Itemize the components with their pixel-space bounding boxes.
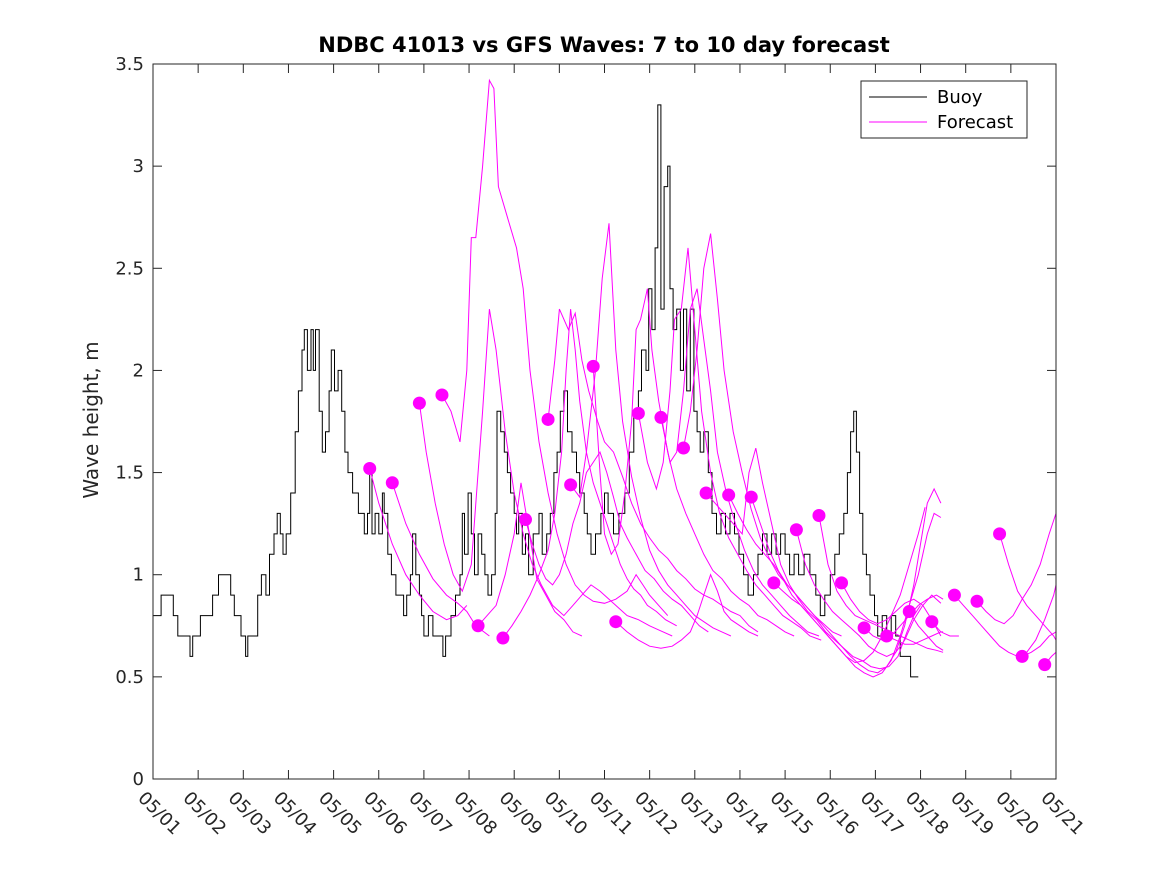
plot-frame — [152, 63, 1057, 780]
forecast-marker — [564, 478, 578, 492]
forecast-line — [886, 631, 944, 645]
forecast-marker — [947, 588, 961, 602]
forecast-marker — [925, 615, 939, 629]
legend-label-buoy: Buoy — [937, 87, 983, 108]
y-tick-label: 1.5 — [115, 463, 144, 484]
forecast-line — [818, 515, 944, 653]
forecast-series-group — [369, 78, 1057, 678]
y-tick-label: 2.5 — [115, 258, 144, 279]
forecast-line — [525, 450, 709, 633]
forecast-marker — [677, 441, 691, 455]
forecast-marker — [496, 631, 510, 645]
forecast-marker — [385, 476, 399, 490]
chart-title: NDBC 41013 vs GFS Waves: 7 to 10 day for… — [318, 33, 889, 57]
y-tick-label: 2 — [133, 360, 144, 381]
forecast-line — [441, 78, 669, 616]
forecast-marker — [699, 486, 713, 500]
y-tick-label: 0.5 — [115, 667, 144, 688]
forecast-line — [795, 529, 942, 657]
forecast-line — [976, 513, 1057, 625]
forecast-marker — [835, 576, 849, 590]
buoy-series — [153, 104, 919, 678]
forecast-marker — [631, 406, 645, 420]
forecast-marker — [518, 513, 532, 527]
forecast-line — [660, 288, 820, 637]
legend-label-forecast: Forecast — [937, 112, 1013, 133]
forecast-line — [570, 223, 732, 637]
forecast-line — [592, 288, 795, 637]
y-tick-label: 3.5 — [115, 54, 144, 75]
y-axis: 0 0.5 1 1.5 2 2.5 3 3.5 — [115, 54, 1056, 790]
forecast-line — [750, 487, 942, 674]
forecast-marker — [812, 508, 826, 522]
forecast-marker — [767, 576, 781, 590]
forecast-marker — [993, 527, 1007, 541]
forecast-line — [954, 584, 1057, 657]
y-tick-label: 3 — [133, 156, 144, 177]
forecast-marker — [412, 396, 426, 410]
forecast-marker — [789, 523, 803, 537]
legend: Buoy Forecast — [860, 80, 1028, 139]
forecast-line — [391, 482, 490, 637]
forecast-line — [418, 309, 673, 637]
forecast-marker — [1015, 649, 1029, 663]
forecast-line — [931, 621, 959, 637]
forecast-marker — [880, 629, 894, 643]
forecast-marker — [744, 490, 758, 504]
forecast-line — [863, 594, 944, 641]
y-tick-label: 1 — [133, 565, 144, 586]
forecast-line — [637, 247, 822, 641]
forecast-line — [1021, 631, 1057, 657]
forecast-marker — [363, 461, 377, 475]
forecast-marker — [857, 621, 871, 635]
forecast-marker — [471, 619, 485, 633]
forecast-marker — [609, 615, 623, 629]
forecast-marker — [970, 594, 984, 608]
forecast-line — [547, 308, 759, 633]
forecast-marker — [722, 488, 736, 502]
forecast-marker — [1038, 658, 1052, 672]
forecast-line — [773, 512, 942, 678]
forecast-markers — [363, 359, 1052, 672]
forecast-marker — [654, 410, 668, 424]
buoy-line — [153, 104, 919, 678]
forecast-line — [841, 582, 942, 637]
forecast-marker — [541, 412, 555, 426]
legend-box — [860, 80, 1028, 139]
forecast-line — [369, 468, 468, 621]
forecast-line — [908, 611, 944, 651]
y-tick-label: 0 — [133, 769, 144, 790]
y-axis-label: Wave height, m — [79, 341, 103, 498]
forecast-marker — [435, 388, 449, 402]
forecast-marker — [586, 359, 600, 373]
forecast-line — [615, 573, 759, 649]
forecast-marker — [902, 604, 916, 618]
